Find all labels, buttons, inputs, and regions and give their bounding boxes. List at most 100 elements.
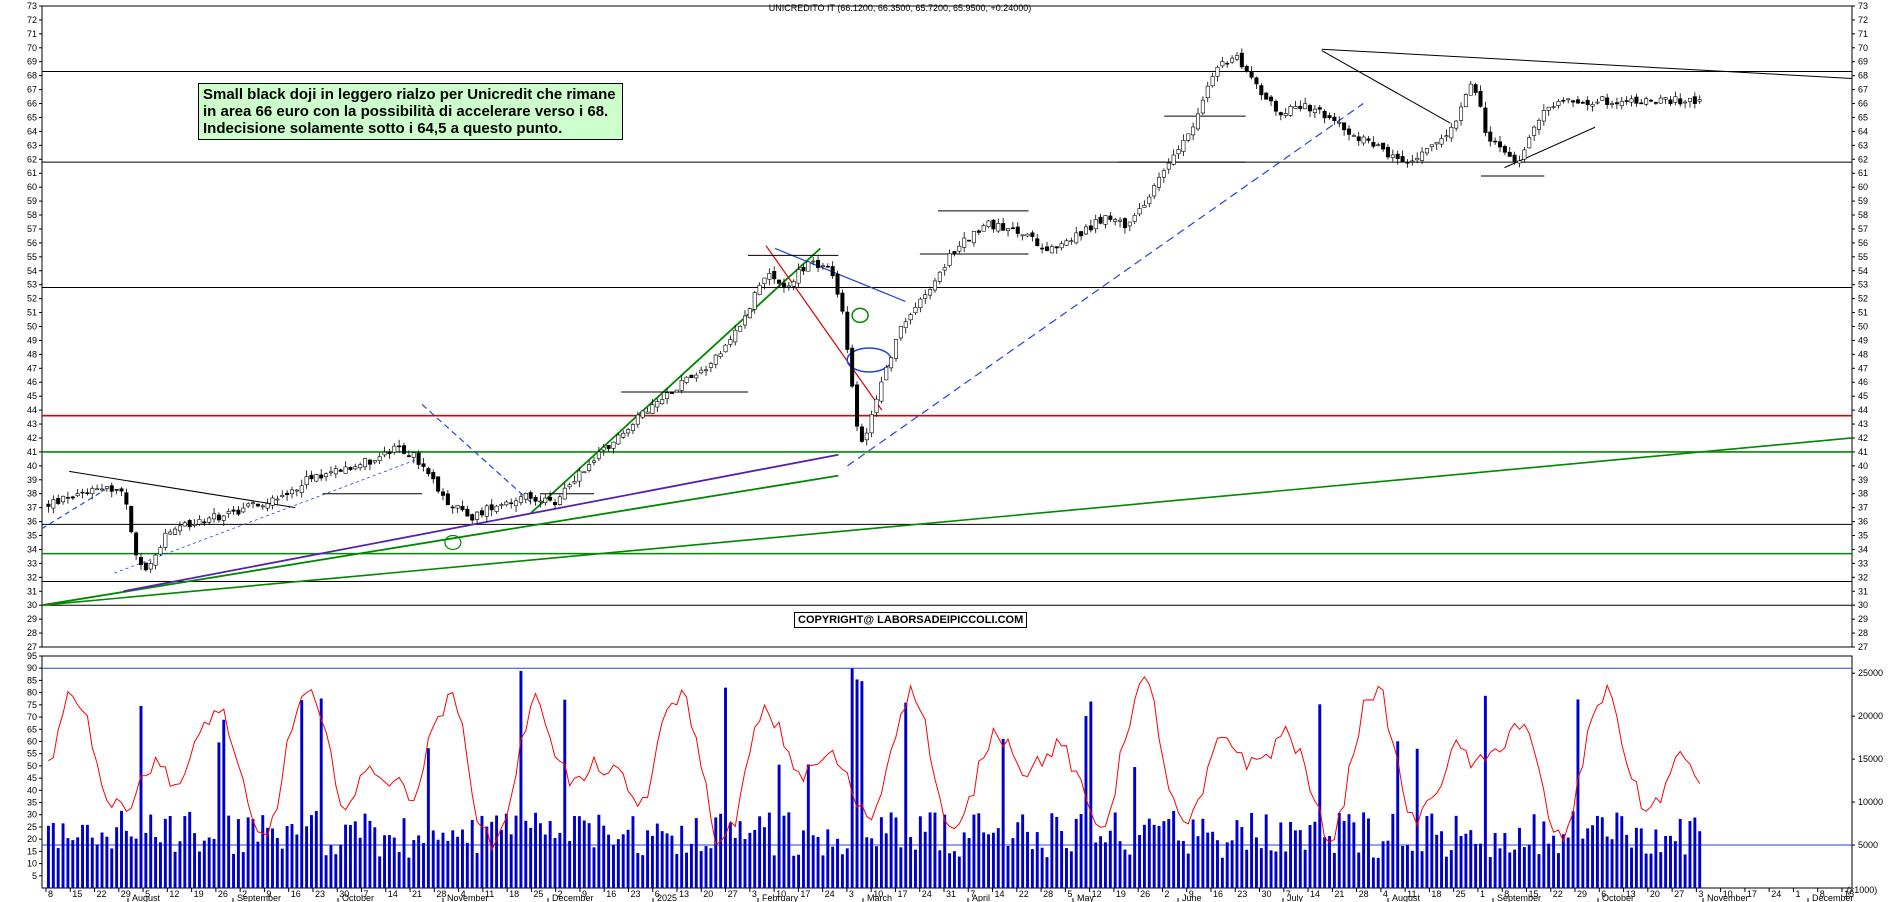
volume-bar bbox=[232, 853, 235, 888]
price-tick-label-right: 28 bbox=[1858, 628, 1868, 638]
price-tick-label-right: 71 bbox=[1858, 29, 1868, 39]
price-tick-label-left: 63 bbox=[27, 140, 37, 150]
x-month-label: June bbox=[1182, 893, 1202, 902]
price-tick-label-right: 63 bbox=[1858, 140, 1868, 150]
x-day-label: 2 bbox=[1164, 889, 1169, 899]
candle-body bbox=[1147, 196, 1152, 204]
price-tick-label-right: 65 bbox=[1858, 112, 1868, 122]
volume-bar bbox=[1352, 822, 1356, 888]
candle-body bbox=[1405, 161, 1410, 164]
candle-body bbox=[976, 230, 981, 233]
candle-body bbox=[757, 285, 762, 296]
candle-body bbox=[626, 429, 631, 434]
volume-bar bbox=[417, 835, 421, 888]
candle-body bbox=[260, 505, 265, 508]
candle-body bbox=[1220, 61, 1225, 67]
x-day-label: 4 bbox=[461, 889, 466, 899]
candle-body bbox=[392, 445, 397, 453]
top-resistance-line bbox=[1321, 48, 1853, 79]
volume-bar bbox=[1513, 849, 1517, 888]
volume-bar bbox=[426, 748, 430, 888]
volume-bar bbox=[1522, 847, 1526, 888]
volume-bar bbox=[957, 856, 961, 888]
candle-body bbox=[387, 451, 392, 455]
candle-body bbox=[928, 289, 933, 296]
volume-bar bbox=[543, 834, 547, 888]
candle-body bbox=[143, 562, 148, 571]
volume-bar bbox=[1493, 833, 1497, 888]
volume-bar bbox=[1167, 818, 1171, 888]
candle-body bbox=[158, 547, 163, 555]
candle-body bbox=[1225, 62, 1230, 65]
candle-body bbox=[207, 517, 212, 523]
price-tick-label-right: 73 bbox=[1858, 1, 1868, 11]
candle-body bbox=[1064, 240, 1069, 246]
price-tick-label-left: 30 bbox=[27, 600, 37, 610]
candle-body bbox=[553, 502, 558, 506]
candle-body bbox=[587, 464, 592, 472]
price-tick-label-left: 56 bbox=[27, 238, 37, 248]
volume-bar bbox=[1035, 832, 1039, 888]
candle-body bbox=[903, 321, 908, 328]
volume-bar bbox=[90, 837, 94, 888]
volume-bar bbox=[1328, 836, 1331, 888]
volume-bar bbox=[1157, 825, 1161, 888]
candle-body bbox=[382, 451, 387, 456]
candle-body bbox=[816, 259, 821, 268]
volume-bar bbox=[1561, 834, 1565, 888]
price-tick-label-right: 64 bbox=[1858, 126, 1868, 136]
x-month-label: December bbox=[552, 893, 594, 902]
candle-body bbox=[1342, 122, 1347, 131]
volume-bar bbox=[967, 838, 971, 888]
candle-body bbox=[1259, 85, 1264, 96]
candle-body bbox=[859, 426, 864, 442]
candle-body bbox=[1157, 176, 1162, 188]
volume-bar bbox=[1420, 851, 1424, 888]
volume-bar bbox=[1303, 849, 1307, 888]
price-tick-label-left: 51 bbox=[27, 308, 37, 318]
volume-bar bbox=[626, 829, 630, 888]
candle-body bbox=[971, 231, 976, 244]
volume-bar bbox=[105, 836, 109, 888]
volume-bar bbox=[451, 830, 455, 888]
volume-tick-label: 25000 bbox=[1858, 668, 1883, 678]
volume-bar bbox=[1405, 844, 1409, 888]
volume-bar bbox=[1566, 837, 1570, 888]
volume-bar bbox=[465, 842, 469, 888]
candle-body bbox=[1658, 97, 1663, 104]
candle-body bbox=[908, 314, 913, 321]
candle-body bbox=[1020, 234, 1025, 237]
volume-bar bbox=[928, 812, 932, 888]
candle-body bbox=[957, 245, 962, 252]
volume-bar bbox=[923, 831, 927, 888]
price-tick-label-right: 68 bbox=[1858, 71, 1868, 81]
volume-bar bbox=[850, 668, 854, 888]
candle-body bbox=[1118, 219, 1123, 222]
x-day-label: 26 bbox=[1140, 889, 1150, 899]
volume-bar bbox=[1630, 847, 1633, 888]
candle-body bbox=[942, 267, 947, 271]
candle-body bbox=[1191, 126, 1196, 136]
candlesticks bbox=[46, 48, 1702, 574]
candle-body bbox=[991, 219, 996, 230]
x-month-label: March bbox=[867, 893, 892, 902]
candle-body bbox=[1502, 145, 1507, 153]
candle-body bbox=[1093, 219, 1098, 230]
volume-tick-label: 10000 bbox=[1858, 797, 1883, 807]
x-day-label: 22 bbox=[1553, 889, 1563, 899]
volume-bar bbox=[855, 679, 859, 888]
volume-bar bbox=[290, 824, 294, 888]
candle-body bbox=[324, 473, 329, 478]
candle-body bbox=[314, 474, 319, 482]
volume-bar bbox=[217, 742, 221, 888]
price-tick-label-left: 46 bbox=[27, 377, 37, 387]
volume-bar bbox=[1220, 857, 1224, 888]
x-day-label: 4 bbox=[1383, 889, 1388, 899]
candle-body bbox=[475, 511, 480, 520]
x-day-label: 3 bbox=[849, 889, 854, 899]
candle-body bbox=[762, 277, 767, 284]
candle-body bbox=[484, 505, 489, 517]
volume-bar bbox=[363, 813, 367, 888]
x-day-label: 10 bbox=[1723, 889, 1733, 899]
volume-bar bbox=[1045, 857, 1049, 888]
